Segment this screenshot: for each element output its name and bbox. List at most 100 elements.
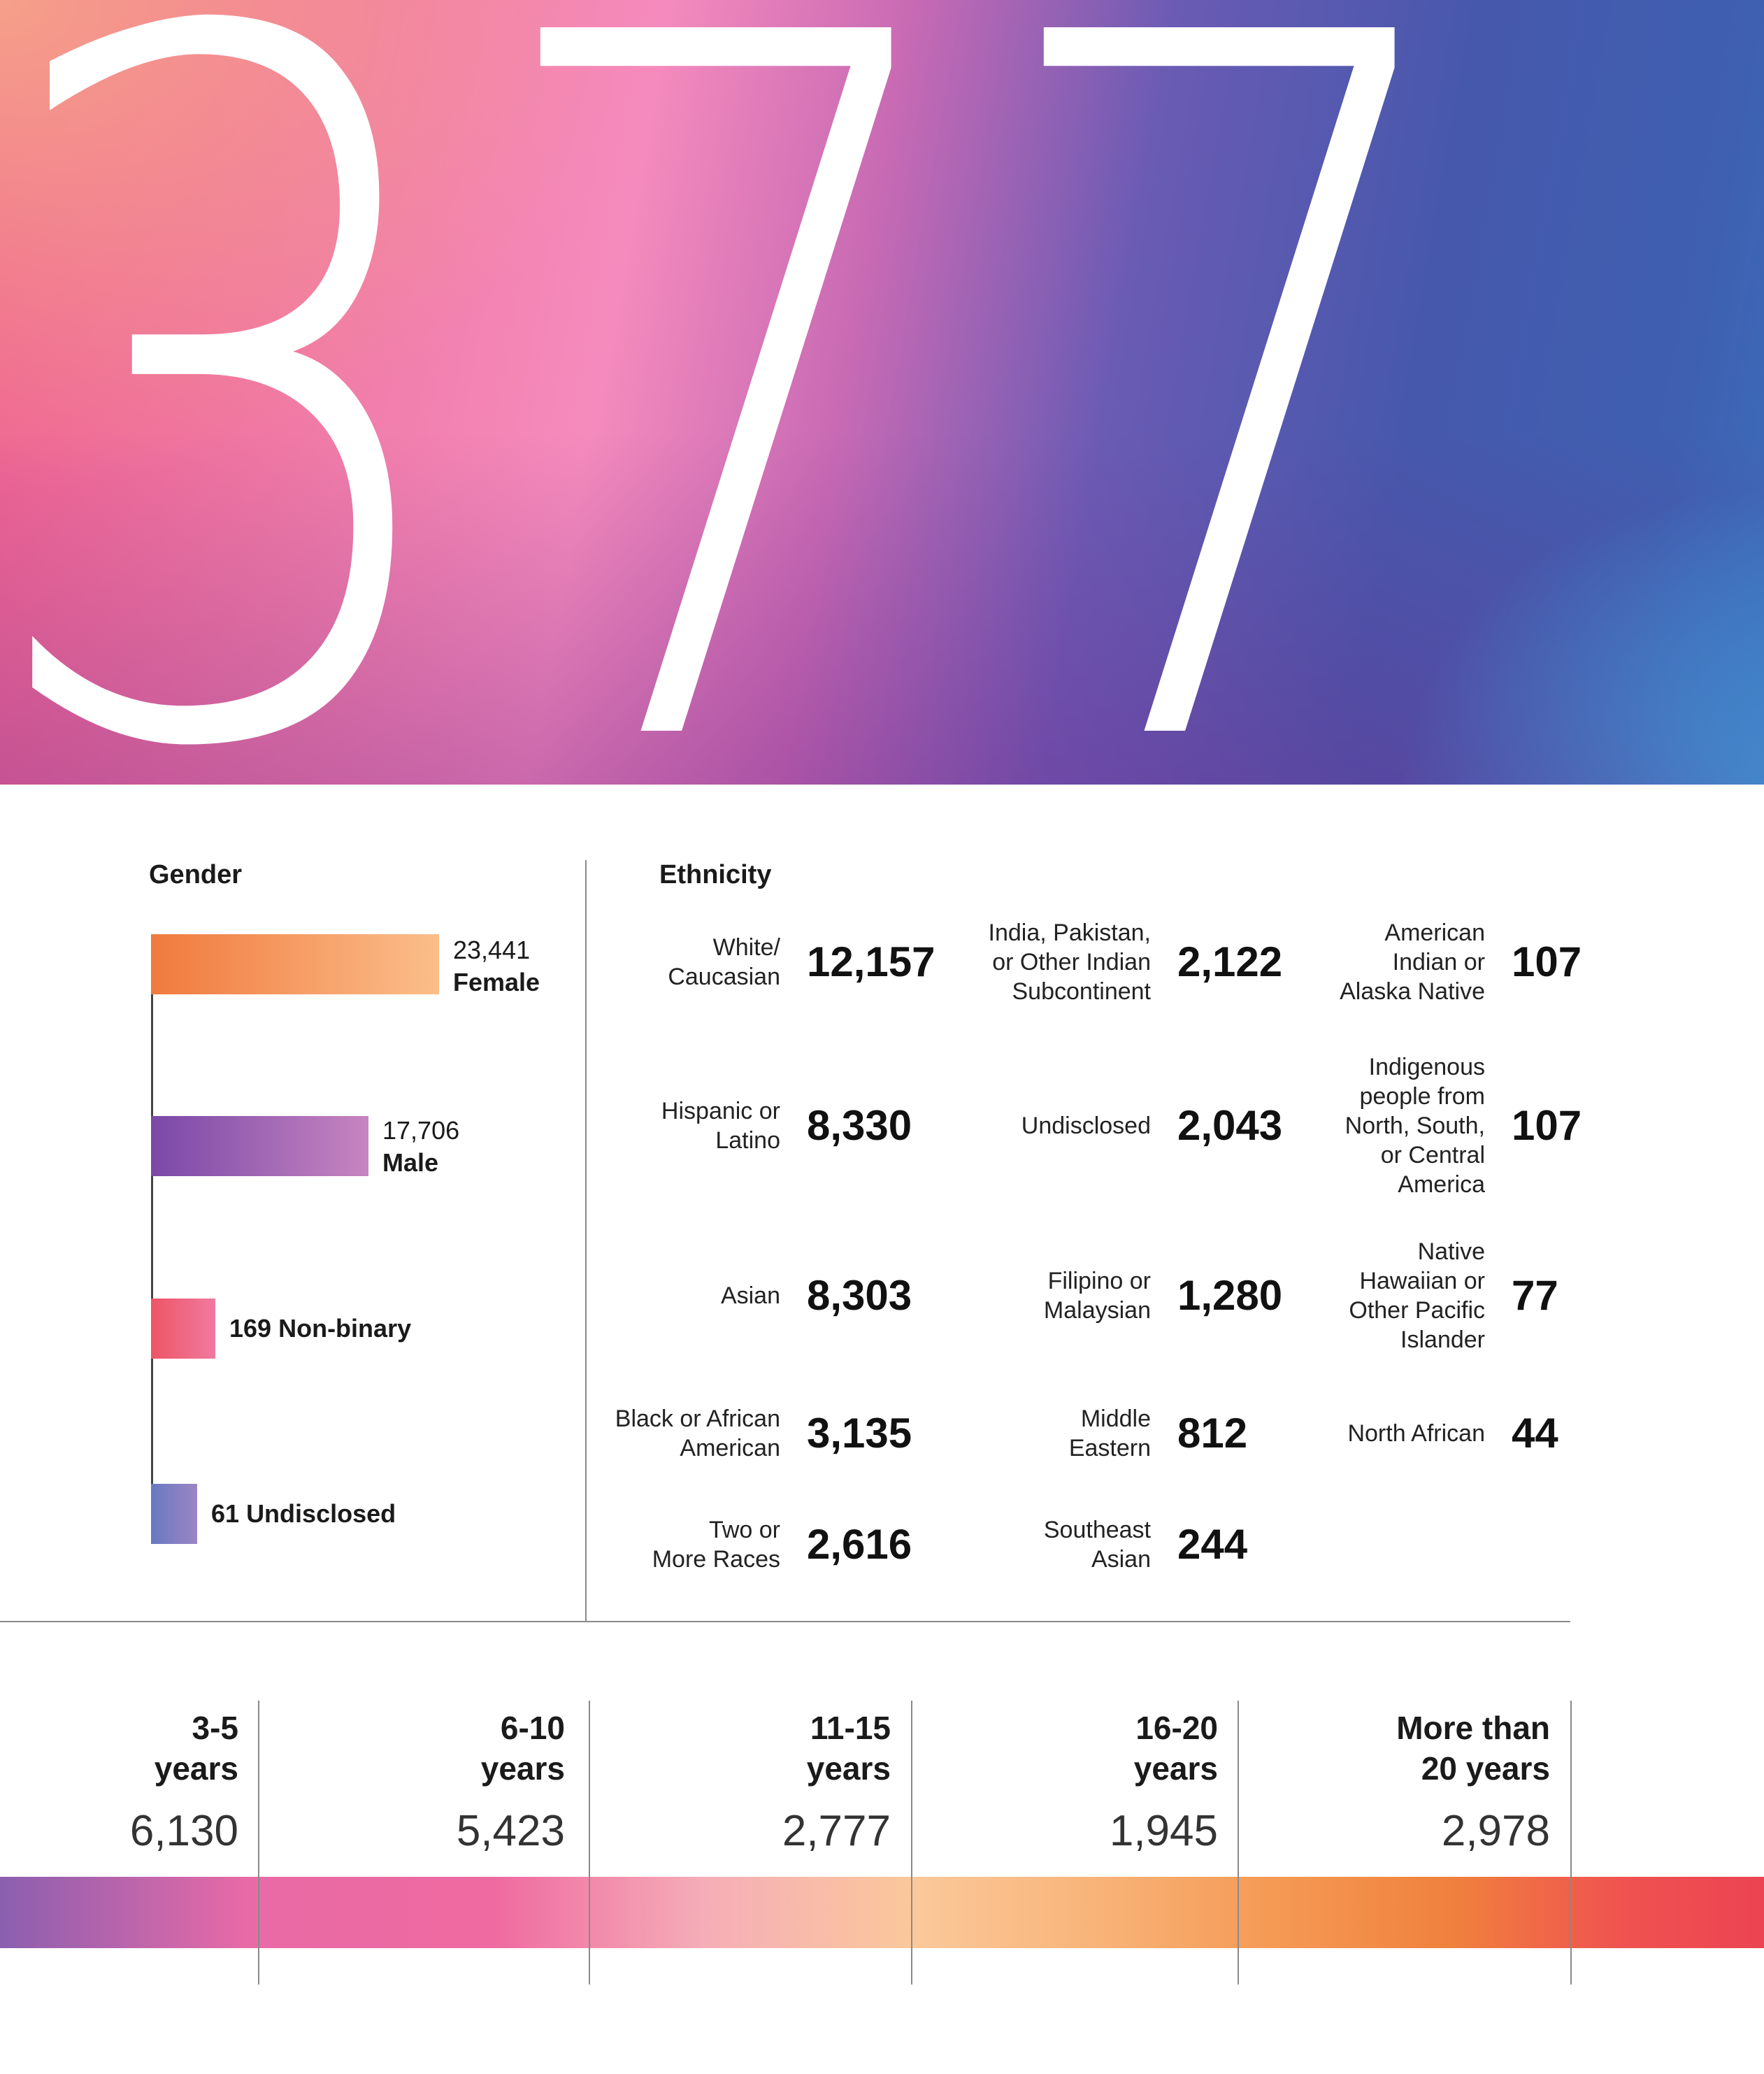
years-label-line: 16-20 [1135, 1710, 1218, 1746]
years-label-line: More than [1396, 1710, 1550, 1746]
ethnicity-label-line: Caucasian [668, 964, 780, 990]
gender-label-female: 23,441 Female [453, 934, 540, 999]
ethnicity-label: Filipino or Malaysian [927, 1266, 1151, 1325]
years-label-line: years [480, 1750, 565, 1787]
ethnicity-label-line: Indian or [1392, 949, 1485, 975]
ethnicity-label: Undisclosed [927, 1111, 1151, 1140]
divider-vertical [585, 860, 587, 1622]
years-label-line: 11-15 [810, 1710, 891, 1746]
ethnicity-label-line: More Races [652, 1546, 780, 1573]
years-label: More than 20 years [1256, 1708, 1550, 1789]
years-value: 1,945 [1109, 1807, 1218, 1855]
ethnicity-value: 44 [1512, 1410, 1558, 1457]
ethnicity-label: White/Caucasian [557, 933, 780, 992]
years-label-line: years [154, 1750, 238, 1787]
ethnicity-value: 8,303 [807, 1272, 912, 1319]
gender-label-undisclosed: 61 Undisclosed [211, 1498, 396, 1530]
ethnicity-label-line: Subcontinent [1012, 978, 1152, 1005]
hero-number: 377 [0, 0, 1482, 785]
gender-bar-male [151, 1116, 368, 1176]
gender-value: 61 [211, 1499, 240, 1528]
years-divider [589, 1701, 590, 1984]
ethnicity-label-line: American [680, 1435, 780, 1461]
ethnicity-label-line: Alaska Native [1340, 978, 1485, 1005]
ethnicity-label-line: Hispanic or [661, 1098, 780, 1124]
ethnicity-label-line: Latino [715, 1127, 780, 1154]
gender-bar-undisclosed [151, 1484, 197, 1544]
years-divider [1570, 1701, 1572, 1984]
ethnicity-value: 3,135 [807, 1410, 912, 1457]
ethnicity-value: 12,157 [807, 938, 935, 985]
ethnicity-label: India, Pakistan, or Other Indian Subcontin… [927, 918, 1151, 1006]
hero-shade [0, 0, 1764, 785]
ethnicity-value: 77 [1512, 1272, 1558, 1319]
hero-number-graphic: 377 [0, 0, 1482, 785]
ethnicity-label-line: Asian [1091, 1546, 1151, 1573]
ethnicity-value: 107 [1512, 1102, 1582, 1149]
ethnicity-label: Indigenous people from North, South, or Cen… [1261, 1052, 1485, 1199]
gender-label-nonbinary: 169 Non-binary [229, 1313, 411, 1345]
ethnicity-label-line: Undisclosed [1021, 1113, 1151, 1139]
years-value: 5,423 [456, 1807, 565, 1855]
ethnicity-label: Native Hawaiian or Other Pacific Islander [1261, 1237, 1485, 1354]
ethnicity-label: American Indian or Alaska Native [1261, 918, 1485, 1006]
ethnicity-title: Ethnicity [659, 860, 772, 889]
gender-value: 17,706 [382, 1116, 460, 1145]
gender-bar-nonbinary [151, 1299, 215, 1359]
years-label-line: 3-5 [192, 1710, 238, 1746]
ethnicity-label: Two or More Races [557, 1515, 780, 1574]
ethnicity-label-line: Two or [708, 1517, 780, 1543]
ethnicity-label-line: Black or African [615, 1406, 780, 1432]
gender-value: 169 [229, 1314, 272, 1343]
ethnicity-label-line: people from [1359, 1083, 1485, 1110]
years-value: 2,978 [1441, 1807, 1550, 1855]
ethnicity-label: Asian [557, 1281, 780, 1310]
gender-value: 23,441 [453, 936, 531, 964]
ethnicity-label-line: Malaysian [1043, 1297, 1151, 1324]
ethnicity-value: 244 [1177, 1521, 1248, 1568]
years-divider [258, 1701, 259, 1984]
ethnicity-label-line: Hawaiian or [1359, 1268, 1485, 1294]
gender-category: Non-binary [278, 1314, 412, 1343]
ethnicity-label-line: America [1398, 1171, 1485, 1198]
years-label-line: years [806, 1750, 891, 1787]
years-divider [911, 1701, 912, 1984]
ethnicity-label-line: North African [1347, 1420, 1485, 1447]
years-value: 2,777 [782, 1807, 891, 1855]
gender-category: Undisclosed [246, 1499, 396, 1528]
years-label-line: years [1133, 1750, 1218, 1787]
ethnicity-value: 2,616 [807, 1521, 912, 1568]
ethnicity-value: 2,043 [1177, 1102, 1283, 1149]
ethnicity-label: Hispanic or Latino [557, 1096, 780, 1155]
ethnicity-label-line: Native [1417, 1238, 1485, 1265]
ethnicity-label: North African [1261, 1419, 1485, 1448]
ethnicity-label-line: Other Pacific [1349, 1297, 1485, 1324]
ethnicity-label-line: Asian [720, 1282, 780, 1309]
ethnicity-label-line: North, South, [1344, 1113, 1485, 1139]
years-label: 3-5 years [0, 1708, 238, 1789]
ethnicity-label: Black or African American [557, 1404, 780, 1463]
gender-axis [151, 934, 153, 1544]
ethnicity-label-line: Southeast [1043, 1517, 1151, 1543]
ethnicity-label-line: Islander [1400, 1326, 1485, 1353]
gender-title: Gender [149, 860, 243, 889]
gradient-band [0, 1877, 1764, 1948]
years-label: 16-20 years [924, 1708, 1218, 1789]
gender-label-male: 17,706 Male [382, 1115, 459, 1179]
years-label: 11-15 years [597, 1708, 891, 1789]
ethnicity-label: Southeast Asian [927, 1515, 1151, 1574]
ethnicity-value: 2,122 [1177, 938, 1283, 985]
ethnicity-label-line: White/ [712, 934, 780, 961]
gender-category: Male [382, 1148, 439, 1177]
gender-category: Female [453, 968, 540, 996]
ethnicity-label-line: or Central [1380, 1142, 1485, 1168]
ethnicity-label-line: Eastern [1068, 1435, 1151, 1461]
ethnicity-value: 107 [1512, 938, 1582, 985]
ethnicity-label-line: American [1384, 920, 1485, 946]
ethnicity-label-line: Middle [1080, 1406, 1151, 1432]
years-label-line: 20 years [1421, 1750, 1550, 1787]
years-label-line: 6-10 [500, 1710, 565, 1746]
ethnicity-value: 1,280 [1177, 1272, 1283, 1319]
ethnicity-label-line: Filipino or [1047, 1268, 1151, 1294]
ethnicity-label-line: or Other Indian [992, 949, 1151, 975]
